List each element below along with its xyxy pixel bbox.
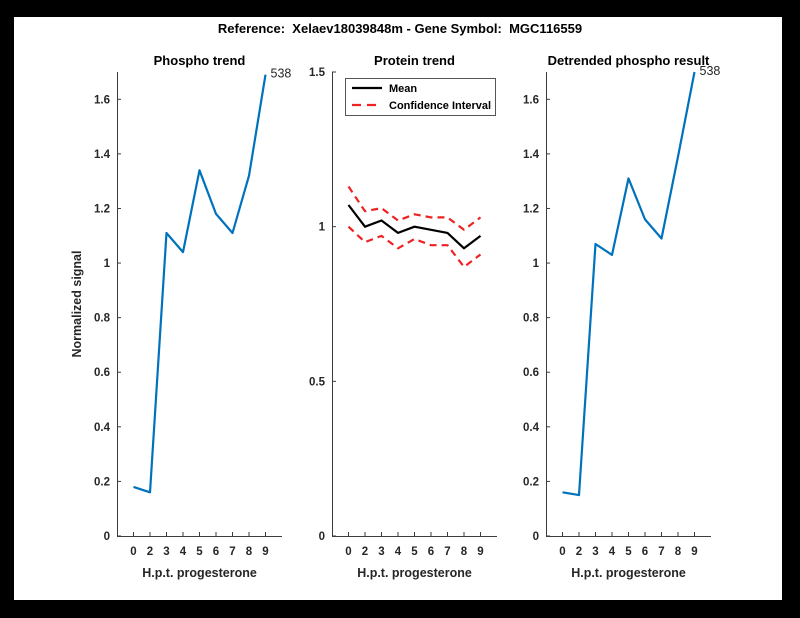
y-tick-label: 0 — [319, 531, 325, 543]
endpoint-annotation: 538 — [271, 67, 292, 81]
x-tick-label: 4 — [395, 546, 402, 558]
y-tick-label: 0.8 — [523, 313, 540, 325]
y-tick-label: 1.2 — [94, 203, 110, 215]
legend-label: Confidence Interval — [389, 100, 491, 112]
legend-label: Mean — [389, 83, 417, 95]
x-tick-label: 0 — [559, 546, 565, 558]
x-tick-label: 7 — [658, 546, 664, 558]
x-tick-label: 0 — [345, 546, 351, 558]
x-tick-label: 3 — [163, 546, 169, 558]
y-tick-label: 0.4 — [523, 422, 540, 434]
x-axis-label: H.p.t. progesterone — [142, 566, 257, 580]
x-axis-label: H.p.t. progesterone — [357, 566, 472, 580]
y-tick-label: 0.2 — [94, 476, 110, 488]
series-line-mean — [347, 204, 482, 250]
x-tick-label: 6 — [642, 546, 648, 558]
series-line-confidence-interval-upper — [347, 185, 482, 231]
y-tick-label: 0.6 — [94, 367, 110, 379]
figure-title: Reference: Xelaev18039848m - Gene Symbol… — [217, 21, 583, 36]
y-tick-label: 1.6 — [94, 94, 110, 106]
subplot-0-title: Phospho trend — [154, 53, 246, 68]
x-tick-label: 5 — [411, 546, 418, 558]
y-tick-label: 0.6 — [523, 367, 539, 379]
y-tick-label: 1.2 — [523, 203, 539, 215]
y-tick-label: 1 — [104, 258, 111, 270]
x-tick-label: 3 — [378, 546, 384, 558]
y-tick-label: 1.4 — [523, 149, 540, 161]
x-tick-label: 4 — [180, 546, 187, 558]
x-tick-label: 9 — [262, 546, 268, 558]
x-tick-label: 7 — [229, 546, 235, 558]
x-axis-label: H.p.t. progesterone — [571, 566, 686, 580]
endpoint-annotation: 538 — [700, 64, 721, 78]
y-tick-label: 0 — [533, 531, 539, 543]
y-tick-label: 0.2 — [523, 476, 539, 488]
x-tick-label: 8 — [246, 546, 253, 558]
subplot-2-title: Detrended phospho result — [548, 53, 710, 68]
y-tick-label: 1 — [319, 222, 326, 234]
x-tick-label: 5 — [625, 546, 632, 558]
legend-box — [345, 78, 496, 116]
x-tick-label: 0 — [130, 546, 136, 558]
x-tick-label: 3 — [592, 546, 598, 558]
x-tick-label: 2 — [362, 546, 368, 558]
y-tick-label: 0.4 — [94, 422, 111, 434]
x-tick-label: 4 — [609, 546, 616, 558]
y-tick-label: 1 — [533, 258, 540, 270]
x-tick-label: 8 — [461, 546, 468, 558]
x-tick-label: 9 — [477, 546, 483, 558]
y-tick-label: 1.5 — [309, 67, 326, 79]
x-tick-label: 5 — [196, 546, 203, 558]
x-tick-label: 7 — [444, 546, 450, 558]
y-tick-label: 0.5 — [309, 376, 326, 388]
x-tick-label: 6 — [428, 546, 434, 558]
series-line-confidence-interval-lower — [347, 225, 482, 268]
y-tick-label: 1.4 — [94, 149, 111, 161]
x-tick-label: 8 — [675, 546, 682, 558]
x-tick-label: 9 — [691, 546, 697, 558]
subplot-1-title: Protein trend — [374, 53, 455, 68]
series-line-phospho-signal — [133, 74, 267, 494]
x-tick-label: 2 — [147, 546, 153, 558]
y-axis-label: Normalized signal — [70, 251, 84, 358]
x-tick-label: 6 — [213, 546, 219, 558]
y-tick-label: 0 — [104, 531, 110, 543]
y-tick-label: 1.6 — [523, 94, 539, 106]
series-line-detrended-phospho-signal — [562, 71, 696, 497]
x-tick-label: 2 — [576, 546, 582, 558]
y-tick-label: 0.8 — [94, 313, 111, 325]
